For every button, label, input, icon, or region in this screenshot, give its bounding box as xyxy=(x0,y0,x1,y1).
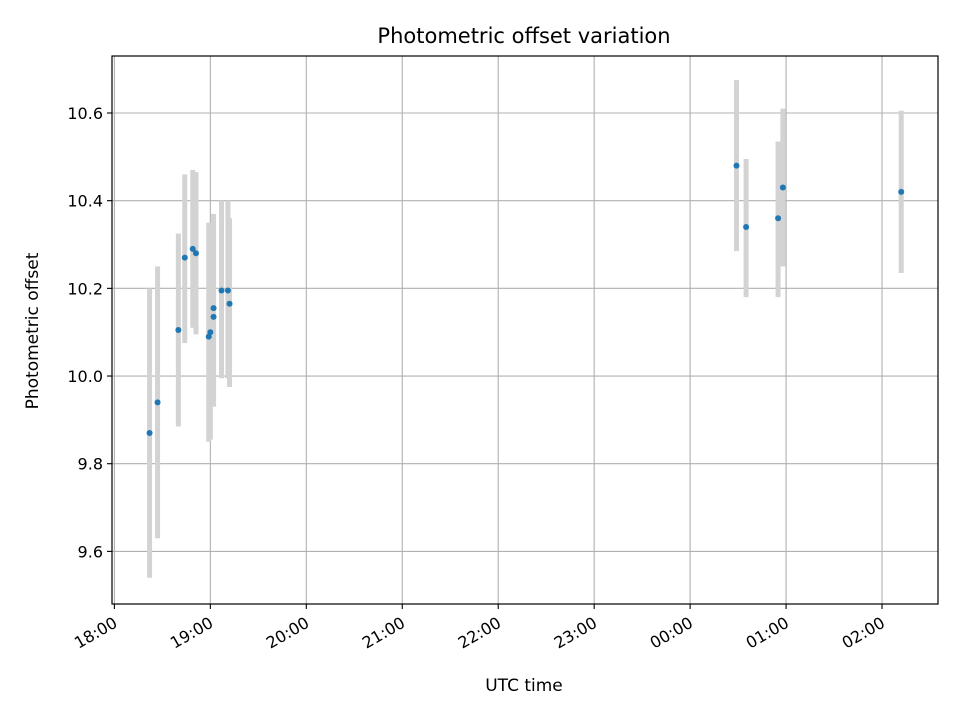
data-point xyxy=(210,313,217,320)
y-tick-label: 9.6 xyxy=(78,542,103,561)
x-axis-label: UTC time xyxy=(485,676,563,696)
y-tick-label: 10.6 xyxy=(67,104,103,123)
data-point xyxy=(181,254,188,261)
data-point xyxy=(226,300,233,307)
data-points xyxy=(146,162,905,437)
data-point xyxy=(733,162,740,169)
data-point xyxy=(779,184,786,191)
y-axis-label: Photometric offset xyxy=(23,252,43,409)
data-point xyxy=(224,287,231,294)
chart-title: Photometric offset variation xyxy=(377,24,670,48)
y-tick-label: 10.4 xyxy=(67,192,103,211)
data-point xyxy=(175,327,182,333)
data-point xyxy=(743,223,750,230)
plot-area-frame xyxy=(111,55,939,605)
data-point xyxy=(210,305,217,312)
data-point xyxy=(189,245,196,252)
y-tick-label: 10.2 xyxy=(67,279,103,298)
data-point xyxy=(218,287,225,294)
y-tick-label: 9.8 xyxy=(78,455,103,474)
data-point xyxy=(154,399,161,406)
grid xyxy=(112,56,938,604)
data-point xyxy=(146,430,153,437)
data-point xyxy=(207,329,214,336)
y-tick-label: 10.0 xyxy=(67,367,103,386)
data-point xyxy=(775,215,782,222)
data-point xyxy=(898,188,905,195)
data-point xyxy=(192,250,199,257)
